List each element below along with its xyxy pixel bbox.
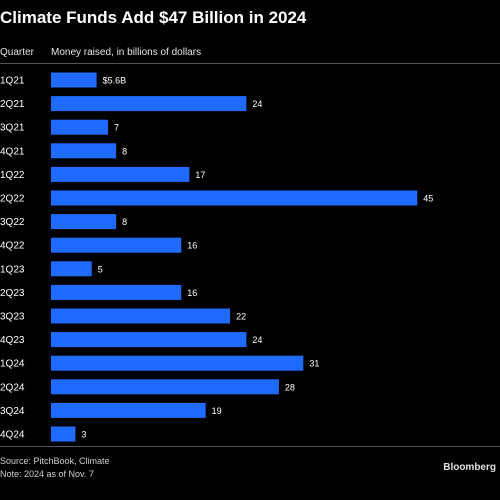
- bar: [51, 72, 97, 88]
- bar-value-label: 28: [285, 382, 295, 392]
- category-label: 4Q22: [0, 241, 25, 252]
- bar-value-label: 45: [423, 194, 433, 204]
- bar: [51, 379, 279, 395]
- bar-value-label: 16: [187, 288, 197, 298]
- bar-value-label: $5.6B: [103, 76, 127, 86]
- bar: [51, 214, 117, 230]
- category-label: 3Q22: [0, 217, 25, 228]
- category-label: 2Q24: [0, 382, 25, 393]
- bar-value-label: 31: [309, 359, 319, 369]
- category-label: 4Q21: [0, 146, 25, 157]
- bar-value-label: 5: [98, 264, 103, 274]
- bar: [51, 402, 206, 418]
- category-label: 1Q23: [0, 264, 25, 275]
- bar: [51, 308, 231, 324]
- bar: [51, 143, 117, 159]
- bar: [51, 426, 76, 442]
- bar-value-label: 24: [252, 335, 262, 345]
- bar-value-label: 24: [252, 99, 262, 109]
- bar-value-label: 7: [114, 123, 119, 133]
- category-label: 1Q24: [0, 359, 25, 370]
- category-label: 2Q22: [0, 194, 25, 205]
- bar-value-label: 22: [236, 312, 246, 322]
- quarter-column-header: Quarter: [0, 47, 34, 58]
- category-label: 2Q21: [0, 99, 25, 110]
- bar: [51, 284, 182, 300]
- category-label: 3Q24: [0, 406, 25, 417]
- category-label: 2Q23: [0, 288, 25, 299]
- bar-value-label: 3: [81, 430, 86, 440]
- bar: [51, 237, 182, 253]
- bar: [51, 166, 190, 182]
- chart-title: Climate Funds Add $47 Billion in 2024: [0, 8, 307, 27]
- category-label: 4Q24: [0, 430, 25, 441]
- bar-value-label: 8: [122, 217, 127, 227]
- category-label: 3Q23: [0, 312, 25, 323]
- bar-value-label: 16: [187, 241, 197, 251]
- category-label: 1Q22: [0, 170, 25, 181]
- date-note: Note: 2024 as of Nov. 7: [0, 469, 94, 479]
- header-divider: [0, 63, 500, 64]
- bar: [51, 190, 418, 206]
- footer-divider: [0, 446, 500, 447]
- category-label: 1Q21: [0, 76, 25, 87]
- bar: [51, 355, 304, 371]
- value-column-header: Money raised, in billions of dollars: [51, 47, 202, 58]
- bar-value-label: 8: [122, 146, 127, 156]
- bar: [51, 332, 247, 348]
- bar: [51, 261, 92, 277]
- bar-value-label: 19: [212, 406, 222, 416]
- category-label: 3Q21: [0, 123, 25, 134]
- bar-value-label: 17: [195, 170, 205, 180]
- category-label: 4Q23: [0, 335, 25, 346]
- bar: [51, 119, 108, 135]
- bar: [51, 96, 247, 112]
- source-note: Source: PitchBook, Climate: [0, 456, 110, 466]
- bloomberg-logo: Bloomberg: [443, 462, 496, 473]
